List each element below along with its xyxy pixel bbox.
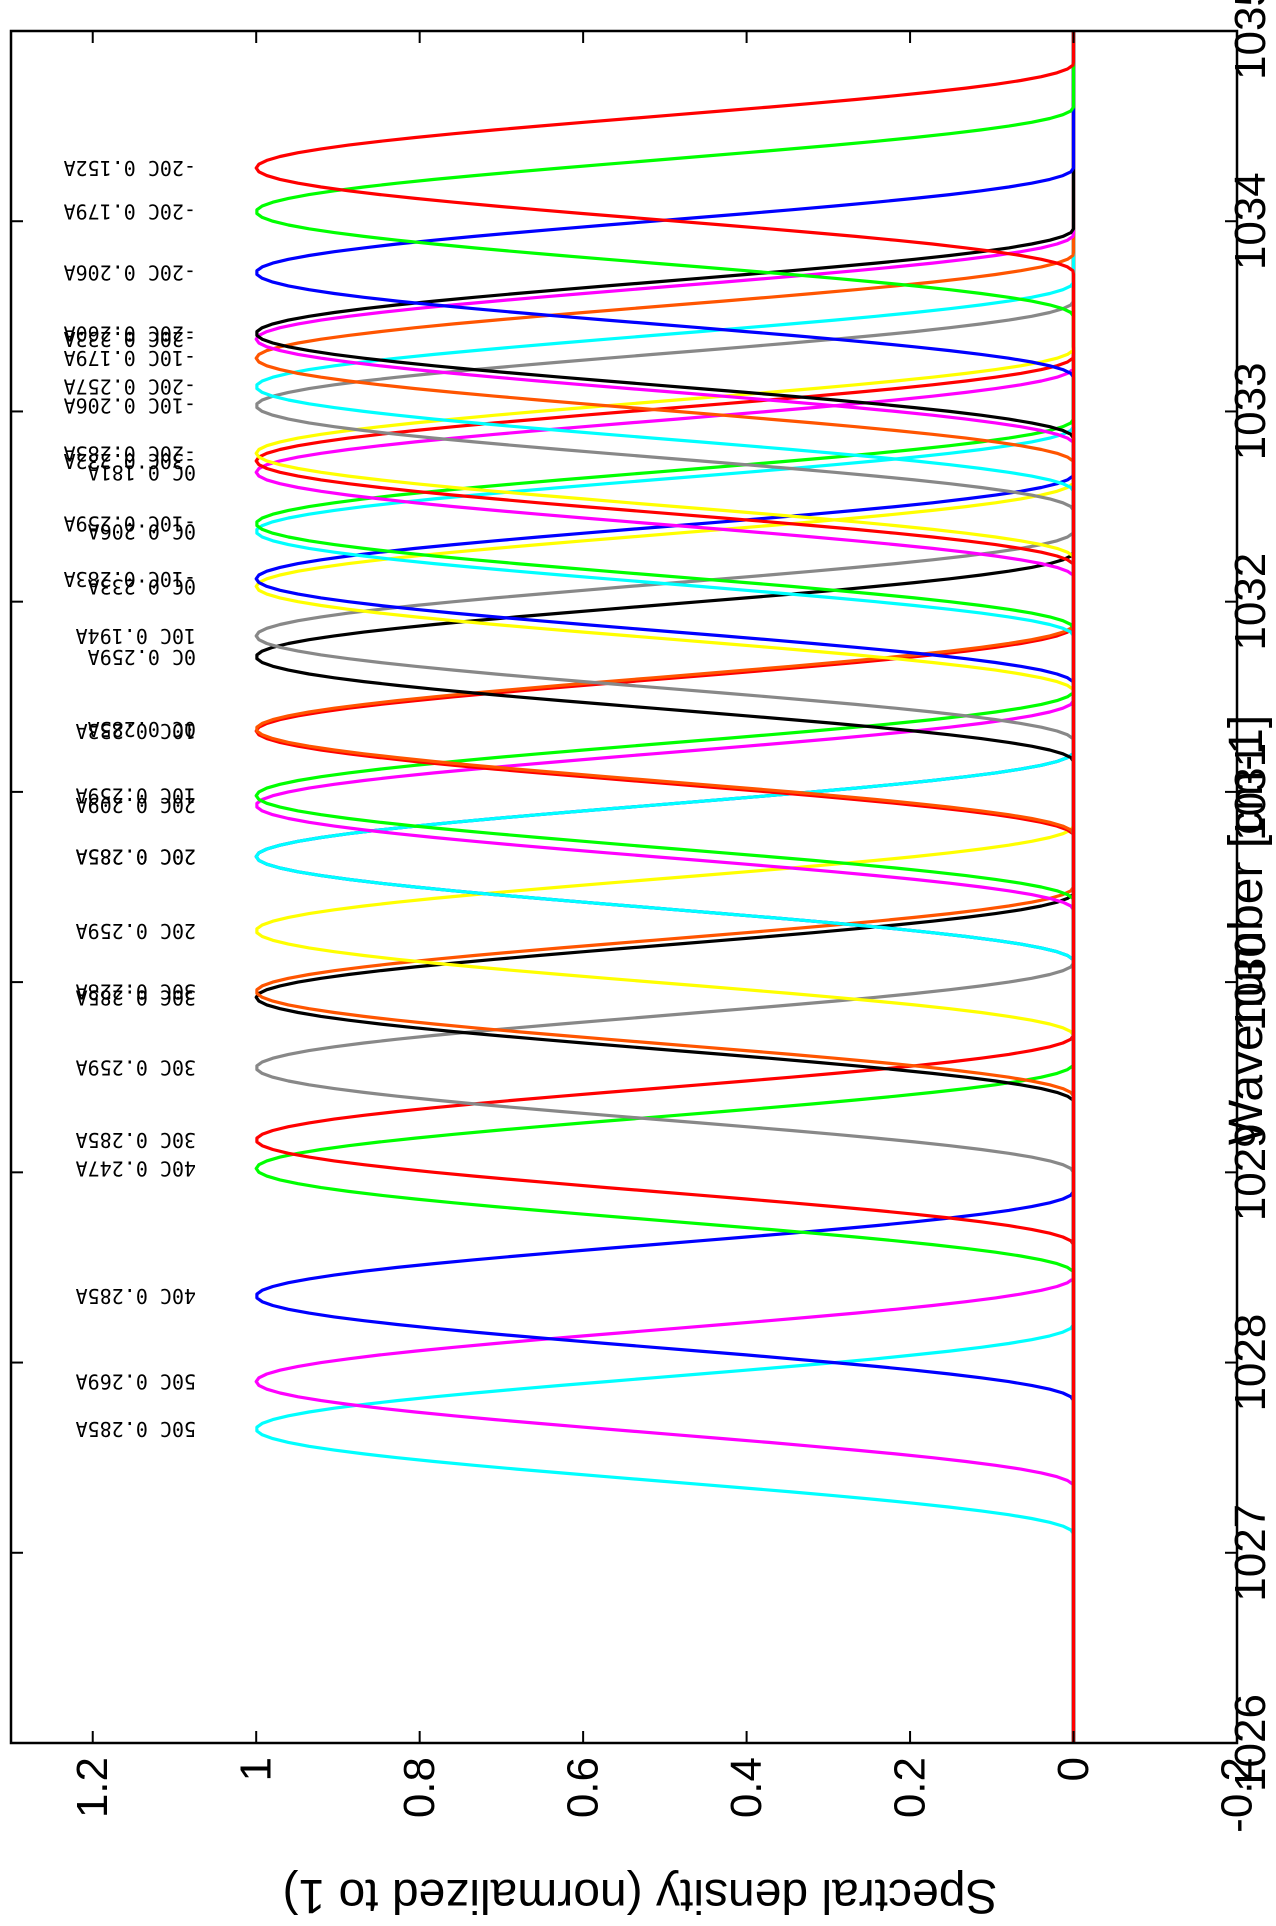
- x-tick-label-1027: 1027: [1226, 1504, 1275, 1602]
- peak-label-9: 20C 0.259A: [76, 919, 196, 943]
- peak-label-5: 30C 0.285A: [76, 1128, 196, 1152]
- x-tick-label-1030: 1030: [1226, 933, 1275, 1031]
- x-tick-label-1034: 1034: [1226, 172, 1275, 270]
- peak-label-12: 20C 0.209A: [76, 793, 196, 817]
- peak-label-28: -20C 0.233A: [64, 327, 196, 351]
- x-tick-label-1033: 1033: [1226, 362, 1275, 460]
- y-tick-label-7: 1.2: [68, 1757, 117, 1818]
- peak-labels: 50C 0.285A 50C 0.269A 40C 0.285A 40C 0.247A…: [64, 156, 196, 1441]
- x-tick-label-1032: 1032: [1226, 553, 1275, 651]
- peak-label-7: 30C 0.285A: [76, 985, 196, 1009]
- peak-label-30: -20C 0.206A: [64, 261, 196, 285]
- peak-label-4: 40C 0.247A: [76, 1157, 196, 1181]
- peak-label-29: -20C 0.260A: [64, 322, 196, 346]
- peak-label-22: 0C 0.181A: [88, 460, 196, 484]
- peak-label-18: 0C 0.233A: [88, 574, 196, 598]
- series-line-32: [254, 31, 1076, 1743]
- peak-label-11: 20C 0.285A: [76, 845, 196, 869]
- x-tick-label-1028: 1028: [1226, 1314, 1275, 1412]
- peak-label-17: 10C 0.194A: [76, 624, 196, 648]
- peak-label-8: 30C 0.228A: [76, 980, 196, 1004]
- peak-label-32: -20C 0.152A: [64, 156, 196, 180]
- peak-label-16: 0C 0.259A: [88, 645, 196, 669]
- x-tick-label-1035: 1035: [1226, 0, 1275, 80]
- spectral-curves: [254, 31, 1076, 1743]
- y-tick-label-1: 0: [1049, 1757, 1098, 1781]
- peak-label-31: -20C 0.179A: [64, 200, 196, 224]
- x-tick-label-1029: 1029: [1226, 1123, 1275, 1221]
- peak-label-27: -10C 0.179A: [64, 346, 196, 370]
- peak-label-3: 40C 0.285A: [76, 1284, 196, 1308]
- y-tick-label-5: 0.8: [395, 1757, 444, 1818]
- y-tick-label-0: -0.2: [1213, 1757, 1262, 1833]
- peak-label-25: -10C 0.206A: [64, 394, 196, 418]
- peak-label-6: 30C 0.259A: [76, 1056, 196, 1080]
- y-tick-label-6: 1: [232, 1757, 281, 1781]
- peak-label-26: -20C 0.257A: [64, 375, 196, 399]
- peak-label-21: -10C 0.259A: [64, 512, 196, 536]
- peak-label-10: 20C 0.285A: [76, 845, 196, 869]
- peak-label-23: -30C 0.232A: [64, 449, 196, 473]
- peak-label-19: -10C 0.283A: [64, 567, 196, 591]
- peak-label-1: 50C 0.285A: [76, 1417, 196, 1441]
- peak-label-15: 0C 0.285A: [88, 717, 196, 741]
- x-axis-title: Wavenumber [cm-1]: [1220, 715, 1273, 1145]
- y-axis-title: Spectral density (normalized to 1): [283, 1869, 998, 1922]
- peak-label-13: 10C 0.259A: [76, 784, 196, 808]
- peak-label-24: -20C 0.283A: [64, 441, 196, 465]
- peak-label-2: 50C 0.269A: [76, 1370, 196, 1394]
- plot-frame: [9, 29, 1239, 1745]
- peak-label-14: 10C 0.233A: [76, 719, 196, 743]
- x-tick-label-1031: 1031: [1226, 743, 1275, 841]
- y-tick-label-2: 0.2: [886, 1757, 935, 1818]
- y-tick-label-3: 0.4: [722, 1757, 771, 1818]
- y-tick-label-4: 0.6: [559, 1757, 608, 1818]
- peak-label-20: 0C 0.206A: [88, 519, 196, 543]
